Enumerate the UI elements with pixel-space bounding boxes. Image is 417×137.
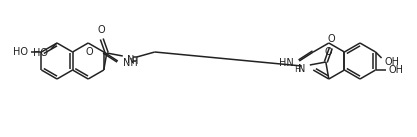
Text: O: O: [324, 47, 332, 57]
Text: O: O: [98, 25, 106, 35]
Text: H: H: [294, 65, 301, 75]
Text: N: N: [299, 64, 306, 74]
Text: OH: OH: [384, 57, 399, 67]
Text: H: H: [131, 56, 137, 65]
Text: O: O: [85, 47, 93, 57]
Text: HN: HN: [279, 58, 294, 68]
Text: OH: OH: [389, 65, 404, 75]
Text: HO: HO: [13, 47, 28, 57]
Text: HO: HO: [33, 48, 48, 58]
Text: O: O: [327, 34, 334, 44]
Text: N: N: [127, 55, 134, 65]
Text: NH: NH: [123, 58, 138, 68]
